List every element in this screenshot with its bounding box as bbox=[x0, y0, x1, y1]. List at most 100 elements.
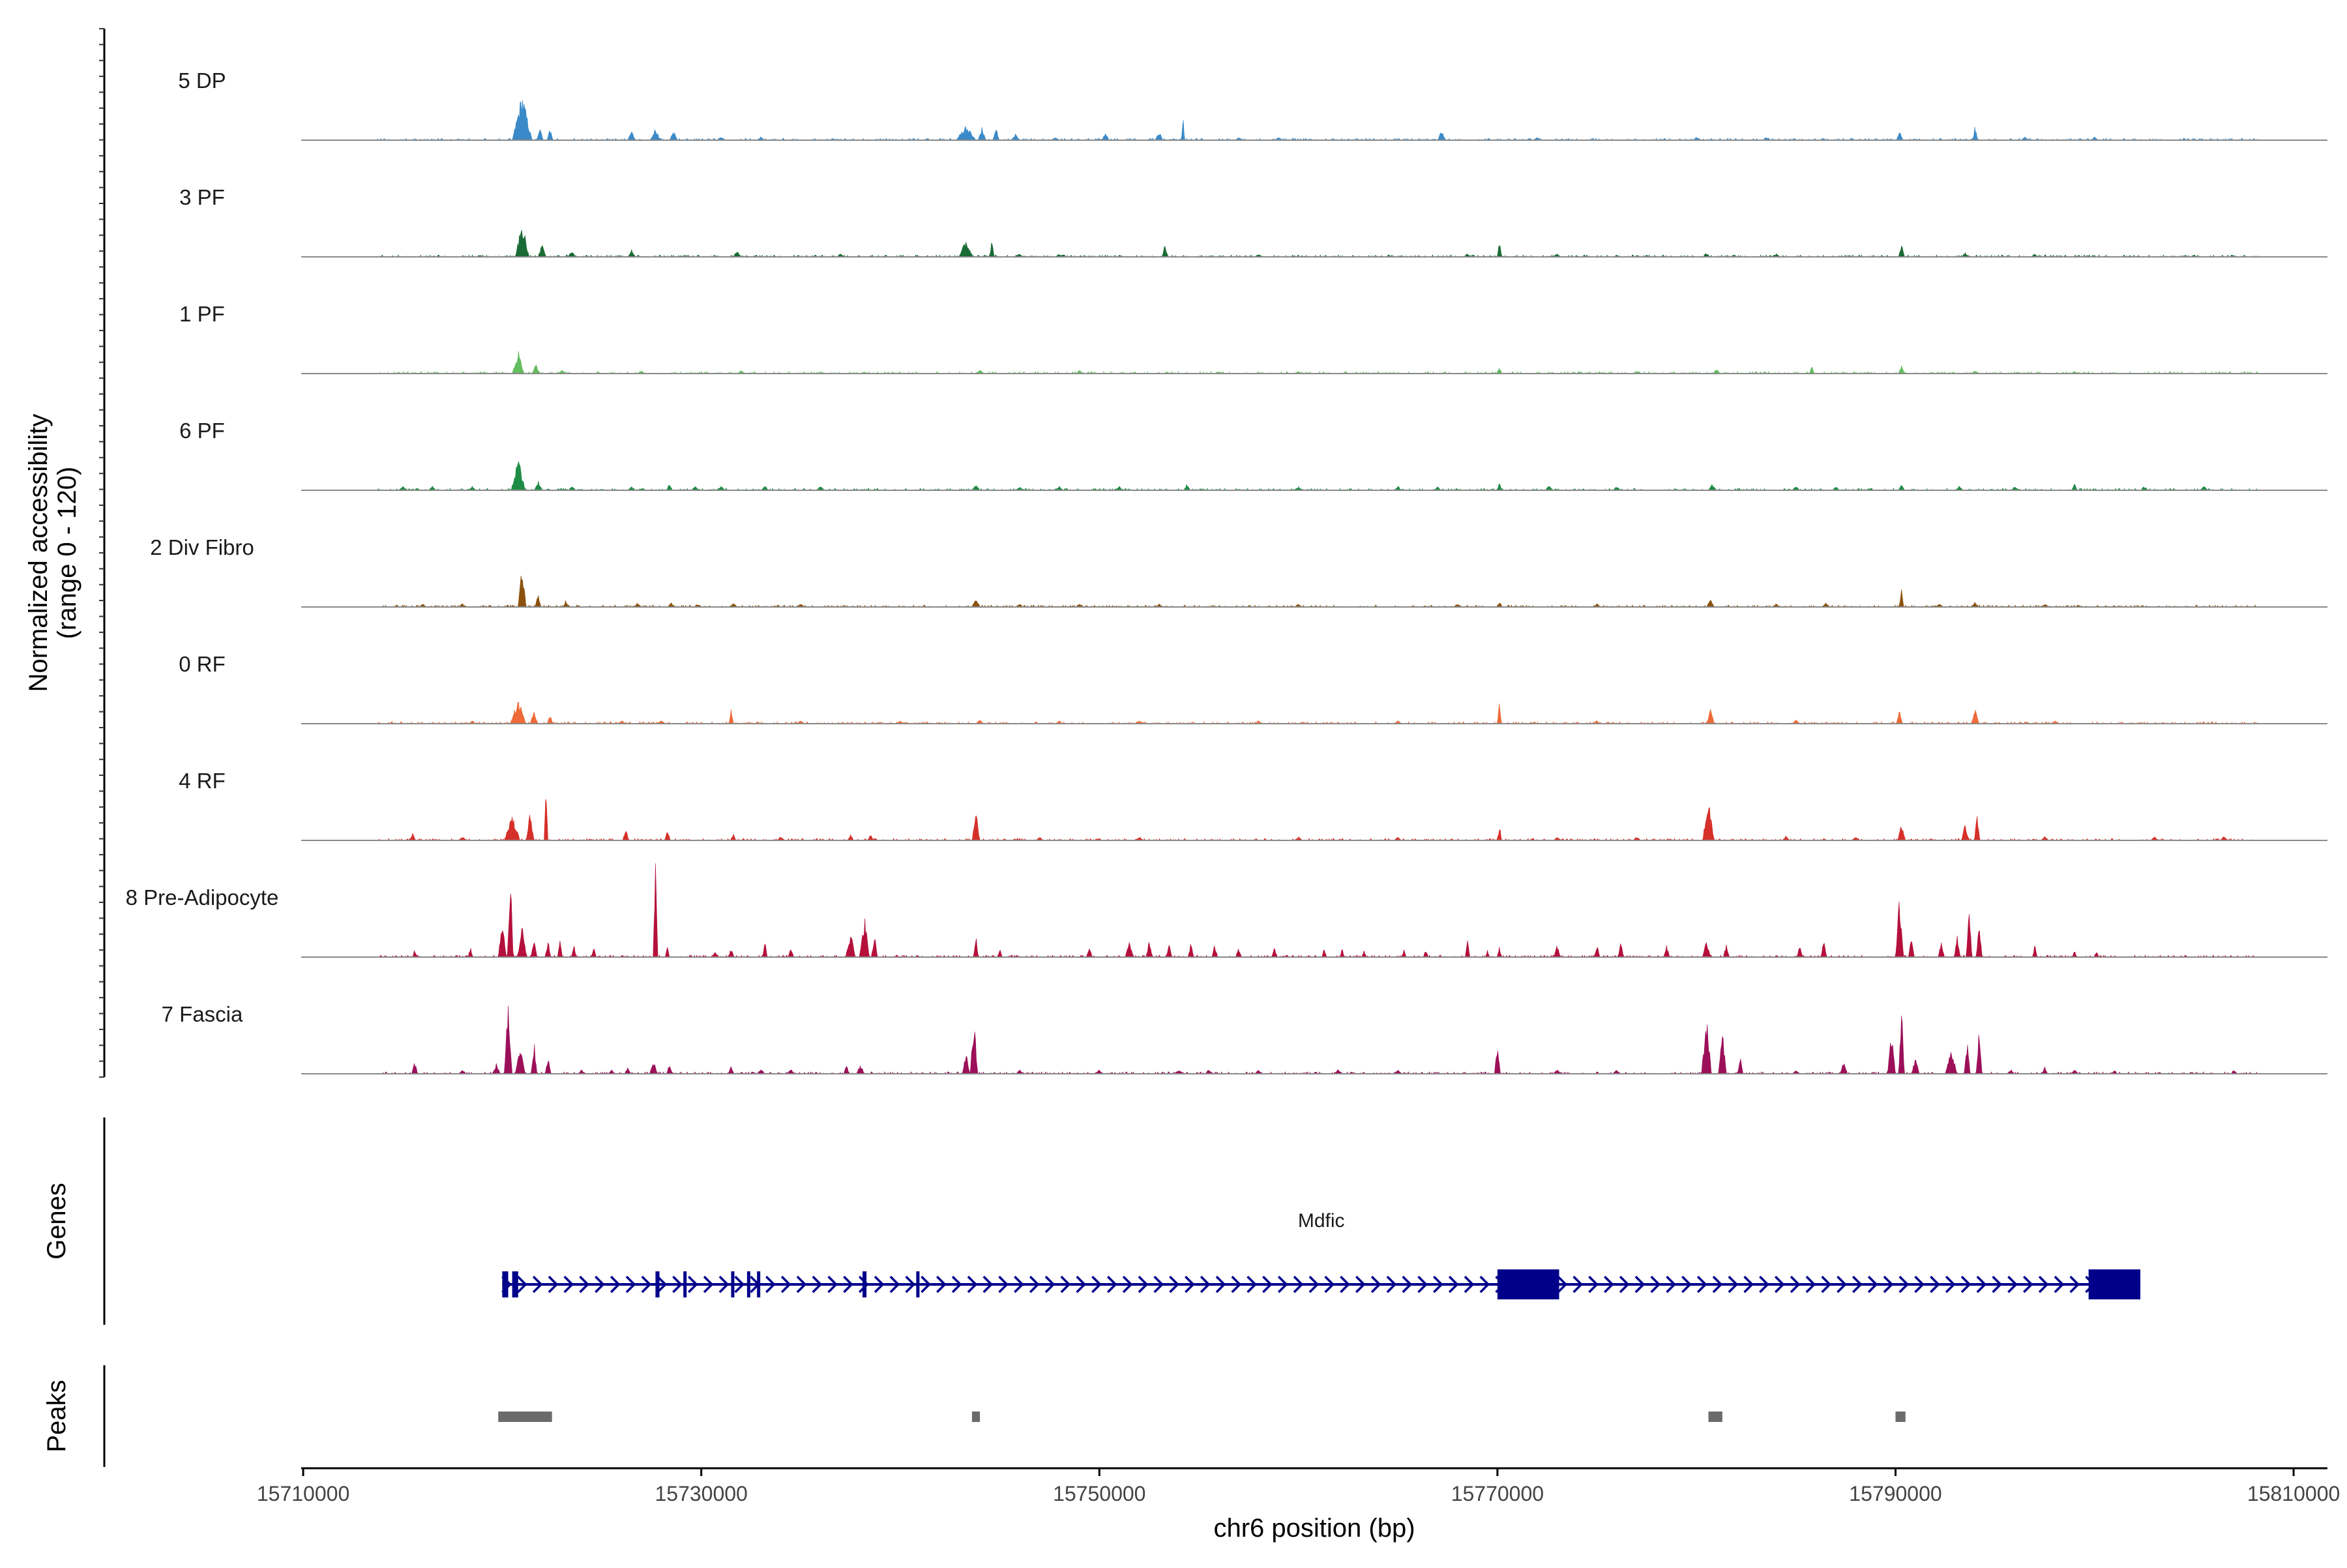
strand-chevron bbox=[1976, 1275, 1987, 1294]
x-tick-label: 15810000 bbox=[2247, 1482, 2340, 1505]
strand-chevron bbox=[1930, 1275, 1940, 1294]
strand-chevron bbox=[951, 1275, 962, 1294]
gene-exon bbox=[655, 1271, 660, 1297]
strand-chevron bbox=[1557, 1275, 1568, 1294]
x-tick-label: 15730000 bbox=[655, 1482, 747, 1505]
strand-chevron bbox=[1588, 1275, 1599, 1294]
strand-chevron bbox=[641, 1275, 652, 1294]
gene-exon bbox=[757, 1271, 761, 1297]
gene-exon bbox=[916, 1271, 920, 1297]
peaks-panel-label: Peaks bbox=[42, 1380, 71, 1452]
strand-chevron bbox=[657, 1275, 668, 1294]
gene-exon bbox=[502, 1271, 509, 1297]
strand-chevron bbox=[2054, 1275, 2065, 1294]
track-label: 2 Div Fibro bbox=[150, 535, 254, 559]
x-tick-label: 15770000 bbox=[1451, 1482, 1544, 1505]
x-axis-label: chr6 position (bp) bbox=[1213, 1514, 1415, 1543]
strand-chevron bbox=[1604, 1275, 1614, 1294]
signal-area bbox=[377, 460, 2258, 491]
strand-chevron bbox=[1355, 1275, 1366, 1294]
strand-chevron bbox=[1417, 1275, 1428, 1294]
strand-chevron bbox=[1370, 1275, 1381, 1294]
strand-chevron bbox=[1681, 1275, 1692, 1294]
signal-area bbox=[377, 863, 2258, 958]
track-5-dp: 5 DP bbox=[178, 68, 2327, 141]
strand-chevron bbox=[1247, 1275, 1257, 1294]
x-tick-label: 15710000 bbox=[257, 1482, 349, 1505]
strand-chevron bbox=[1914, 1275, 1925, 1294]
signal-area bbox=[376, 702, 2258, 724]
strand-chevron bbox=[967, 1275, 978, 1294]
strand-chevron bbox=[548, 1275, 559, 1294]
gene-exon bbox=[731, 1271, 735, 1297]
strand-chevron bbox=[563, 1275, 574, 1294]
x-tick-label: 15790000 bbox=[1849, 1482, 1941, 1505]
strand-chevron bbox=[1992, 1275, 2003, 1294]
strand-chevron bbox=[1464, 1275, 1475, 1294]
y-axis-label-line: (range 0 - 120) bbox=[53, 467, 81, 640]
peak-region bbox=[498, 1412, 552, 1422]
strand-chevron bbox=[687, 1275, 698, 1294]
strand-chevron bbox=[1883, 1275, 1894, 1294]
strand-chevron bbox=[1759, 1275, 1769, 1294]
strand-chevron bbox=[672, 1275, 683, 1294]
strand-chevron bbox=[1014, 1275, 1024, 1294]
strand-chevron bbox=[812, 1275, 823, 1294]
signal-area bbox=[376, 229, 2258, 258]
strand-chevron bbox=[1200, 1275, 1211, 1294]
track-1-pf: 1 PF bbox=[179, 302, 2327, 374]
strand-chevron bbox=[1743, 1275, 1754, 1294]
strand-chevron bbox=[1169, 1275, 1179, 1294]
strand-chevron bbox=[827, 1275, 838, 1294]
strand-chevron bbox=[595, 1275, 605, 1294]
accessibility-tracks: 5 DP 3 PF 1 PF 6 PF 2 Div Fibro 0 RF 4 RF 8 Pre… bbox=[126, 68, 2327, 1074]
track-label: 5 DP bbox=[178, 68, 226, 93]
strand-chevron bbox=[1696, 1275, 1707, 1294]
peak-region bbox=[971, 1412, 981, 1422]
signal-area bbox=[377, 799, 2258, 841]
strand-chevron bbox=[1386, 1275, 1397, 1294]
strand-chevron bbox=[1029, 1275, 1040, 1294]
y-axis-label-line: Normalized accessibility bbox=[24, 414, 53, 692]
strand-chevron bbox=[1790, 1275, 1801, 1294]
track-7-fascia: 7 Fascia bbox=[162, 1002, 2327, 1074]
track-6-pf: 6 PF bbox=[179, 419, 2327, 491]
strand-chevron bbox=[780, 1275, 791, 1294]
strand-chevron bbox=[1185, 1275, 1195, 1294]
strand-chevron bbox=[1837, 1275, 1847, 1294]
strand-chevron bbox=[1402, 1275, 1413, 1294]
strand-chevron bbox=[1091, 1275, 1102, 1294]
strand-chevron bbox=[2038, 1275, 2049, 1294]
strand-chevron bbox=[1122, 1275, 1133, 1294]
strand-chevron bbox=[1262, 1275, 1273, 1294]
strand-chevron bbox=[889, 1275, 900, 1294]
track-0-rf: 0 RF bbox=[179, 652, 2327, 724]
strand-chevron bbox=[905, 1275, 916, 1294]
x-tick-label: 15750000 bbox=[1053, 1482, 1145, 1505]
strand-chevron bbox=[982, 1275, 994, 1294]
track-2-div-fibro: 2 Div Fibro bbox=[150, 535, 2327, 608]
strand-chevron bbox=[532, 1275, 543, 1294]
strand-chevron bbox=[1340, 1275, 1350, 1294]
gene-exon bbox=[2088, 1269, 2141, 1299]
strand-chevron bbox=[874, 1275, 885, 1294]
strand-chevron bbox=[936, 1275, 947, 1294]
strand-chevron bbox=[1619, 1275, 1630, 1294]
strand-chevron bbox=[1960, 1275, 1971, 1294]
gene-annotation-track: Mdfic bbox=[501, 1210, 2141, 1299]
strand-chevron bbox=[765, 1275, 776, 1294]
gene-exon bbox=[683, 1271, 687, 1297]
strand-chevron bbox=[1852, 1275, 1863, 1294]
strand-chevron bbox=[718, 1275, 730, 1294]
track-label: 6 PF bbox=[179, 419, 225, 443]
signal-area bbox=[377, 1005, 2258, 1074]
strand-chevron bbox=[703, 1275, 714, 1294]
peak-region bbox=[1895, 1412, 1906, 1422]
genes-panel-label: Genes bbox=[42, 1183, 71, 1260]
y-axis-label: Normalized accessibility(range 0 - 120) bbox=[24, 414, 81, 692]
strand-chevron bbox=[921, 1275, 931, 1294]
signal-area bbox=[377, 351, 2258, 374]
strand-chevron bbox=[1433, 1275, 1443, 1294]
strand-chevron bbox=[1728, 1275, 1739, 1294]
